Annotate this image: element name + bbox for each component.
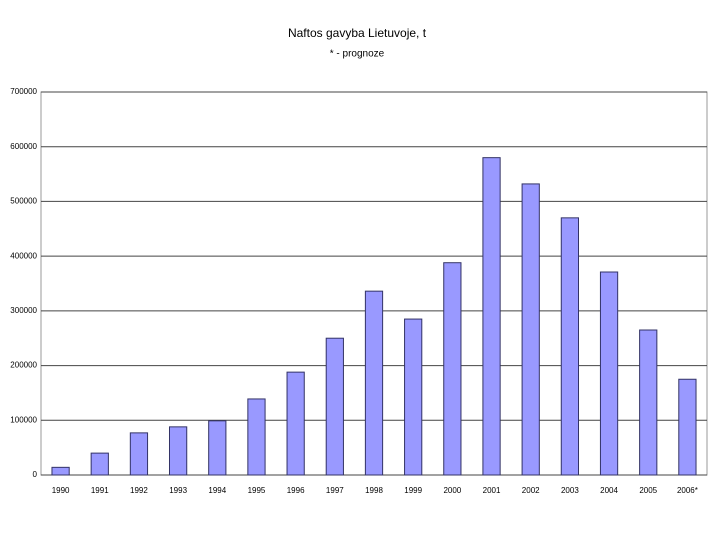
x-tick-label: 2006* (677, 486, 698, 495)
chart-subtitle: * - prognoze (330, 49, 385, 60)
y-tick-label: 200000 (10, 361, 37, 370)
bar (247, 398, 266, 476)
bar (90, 452, 109, 476)
bar (51, 466, 70, 476)
x-tick-label: 1996 (287, 486, 305, 495)
chart-title: Naftos gavyba Lietuvoje, t (288, 26, 427, 40)
bar (364, 290, 384, 476)
x-tick-label: 1990 (52, 486, 70, 495)
y-tick-label: 0 (33, 470, 38, 479)
bar (404, 318, 423, 476)
x-tick-label: 1995 (248, 486, 266, 495)
x-tick-label: 2000 (443, 486, 461, 495)
y-tick-label: 700000 (10, 87, 37, 96)
bar (129, 432, 149, 476)
x-tick-label: 2005 (639, 486, 657, 495)
y-tick-label: 600000 (10, 142, 37, 151)
bar (325, 337, 344, 476)
x-tick-label: 2002 (522, 486, 540, 495)
bar (599, 271, 619, 476)
x-tick-label: 2001 (483, 486, 501, 495)
bar (639, 329, 658, 476)
x-tick-label: 1997 (326, 486, 344, 495)
y-tick-label: 400000 (10, 251, 37, 260)
y-tick-label: 500000 (10, 197, 37, 206)
y-tick-label: 100000 (10, 415, 37, 424)
x-tick-label: 2003 (561, 486, 579, 495)
bar (678, 378, 697, 476)
x-tick-label: 1992 (130, 486, 148, 495)
bar (560, 217, 580, 476)
bar (286, 371, 305, 476)
x-tick-label: 1998 (365, 486, 383, 495)
x-tick-label: 2004 (600, 486, 618, 495)
x-tick-label: 1999 (404, 486, 422, 495)
bar (208, 420, 227, 476)
bar (482, 157, 501, 476)
bar (443, 262, 462, 476)
bar (168, 426, 188, 476)
x-tick-label: 1993 (169, 486, 187, 495)
bar (521, 183, 540, 476)
x-tick-label: 1994 (208, 486, 226, 495)
y-tick-label: 300000 (10, 306, 37, 315)
x-tick-label: 1991 (91, 486, 109, 495)
